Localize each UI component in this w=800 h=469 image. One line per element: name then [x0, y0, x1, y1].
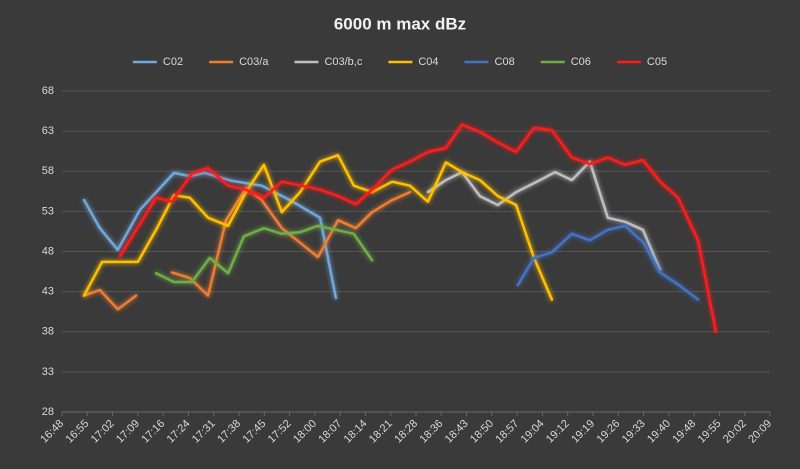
legend-label: C04 [418, 56, 438, 68]
legend: C02 C03/a C03/b,c C04 C08 C06 C05 [132, 56, 667, 68]
legend-label: C08 [495, 56, 515, 68]
legend-label: C03/a [239, 56, 269, 68]
y-tick-label: 28 [42, 406, 54, 418]
legend-label: C03/b,c [324, 56, 362, 68]
series-line [154, 224, 374, 284]
y-tick-label: 33 [42, 366, 54, 378]
series-line [82, 171, 338, 300]
series-line [426, 160, 662, 272]
y-tick-label: 53 [42, 205, 54, 217]
series-line [118, 123, 718, 334]
legend-label: C02 [163, 56, 183, 68]
legend-label: C05 [647, 56, 667, 68]
y-tick-label: 38 [42, 326, 54, 338]
legend-label: C06 [571, 56, 591, 68]
series-line [82, 186, 412, 311]
series-line [516, 224, 700, 301]
chart-title: 6000 m max dBz [334, 14, 466, 33]
y-tick-label: 58 [42, 165, 54, 177]
y-tick-label: 48 [42, 245, 54, 257]
y-tick-label: 63 [42, 125, 54, 137]
y-tick-label: 68 [42, 85, 54, 97]
series-line [82, 153, 554, 301]
y-tick-label: 43 [42, 286, 54, 298]
